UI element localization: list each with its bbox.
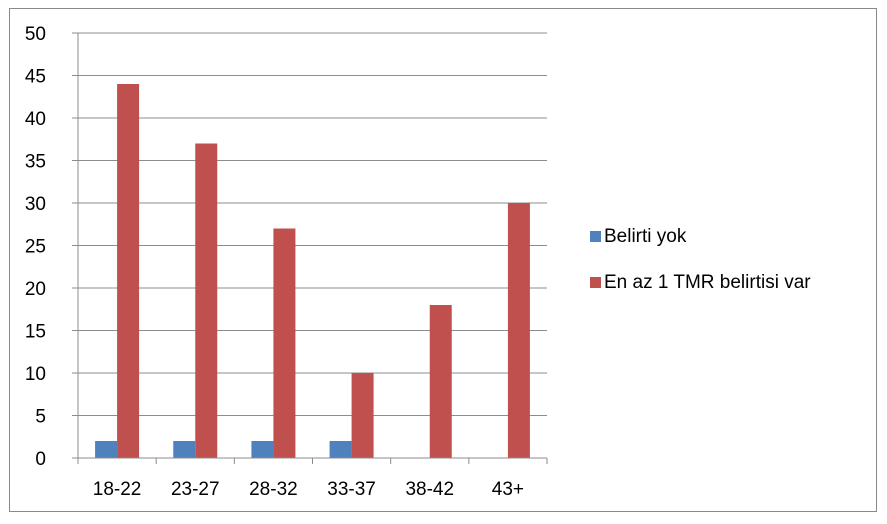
x-tick-label: 23-27 [171, 479, 220, 500]
legend-swatch [590, 231, 601, 242]
bar-belirti-yok-0 [95, 441, 118, 458]
y-tick-label: 45 [25, 67, 46, 88]
y-tick-label: 20 [25, 279, 46, 300]
y-tick-label: 40 [25, 109, 46, 130]
x-tick-label: 18-22 [93, 479, 142, 500]
legend-label: En az 1 TMR belirtisi var [604, 272, 811, 293]
bar-tmr-belirtisi-3 [351, 373, 374, 458]
legend-label: Belirti yok [604, 226, 687, 247]
y-tick-label: 35 [25, 152, 46, 173]
bar-tmr-belirtisi-4 [429, 305, 452, 458]
bar-tmr-belirtisi-0 [117, 84, 140, 458]
bar-belirti-yok-1 [173, 441, 196, 458]
y-tick-label: 30 [25, 194, 46, 215]
x-tick-label: 28-32 [249, 479, 298, 500]
y-tick-label: 5 [35, 407, 46, 428]
bar-tmr-belirtisi-1 [195, 143, 218, 458]
x-tick-label: 33-37 [327, 479, 376, 500]
x-tick-label: 43+ [492, 479, 524, 500]
y-tick-label: 10 [25, 364, 46, 385]
y-tick-label: 50 [25, 24, 46, 45]
bar-tmr-belirtisi-2 [273, 228, 296, 458]
bars [95, 84, 530, 458]
y-tick-label: 0 [35, 449, 46, 470]
bar-belirti-yok-2 [251, 441, 274, 458]
legend-swatch [590, 277, 601, 288]
x-tick-label: 38-42 [405, 479, 454, 500]
legend: Belirti yok En az 1 TMR belirtisi var [590, 226, 811, 293]
y-tick-label: 25 [25, 237, 46, 258]
axes: 0 5 10 15 20 25 30 35 40 45 50 18-22 23-27 28-32 33-37… [25, 24, 548, 500]
gridlines [78, 32, 547, 416]
y-tick-label: 15 [25, 322, 46, 343]
bar-tmr-belirtisi-5 [507, 203, 530, 458]
bar-belirti-yok-3 [329, 441, 352, 458]
